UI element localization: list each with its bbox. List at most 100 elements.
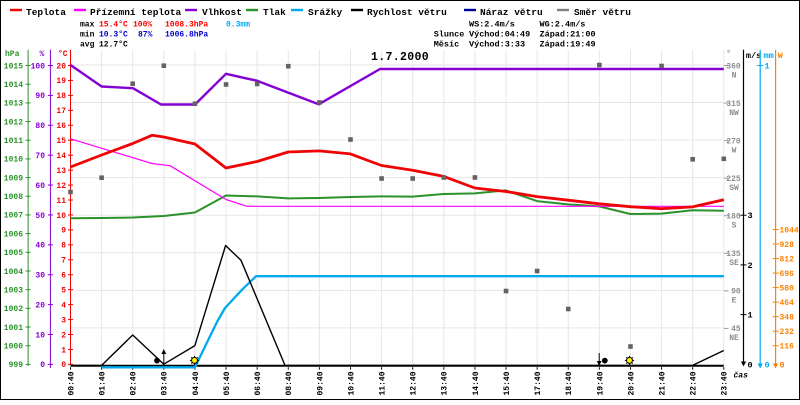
svg-text:270: 270 bbox=[726, 137, 741, 146]
svg-text:SW: SW bbox=[729, 184, 739, 193]
svg-text:1044: 1044 bbox=[780, 226, 799, 235]
svg-text:°: ° bbox=[726, 50, 731, 59]
svg-text:232: 232 bbox=[780, 328, 795, 337]
svg-text:23:40: 23:40 bbox=[721, 371, 730, 395]
svg-text:0.3mm: 0.3mm bbox=[226, 20, 250, 29]
svg-text:Měsíc: Měsíc bbox=[434, 39, 460, 49]
svg-text:avg: avg bbox=[80, 40, 95, 49]
svg-text:1008: 1008 bbox=[4, 193, 23, 202]
svg-text:m/s: m/s bbox=[746, 51, 761, 61]
svg-text:15:40: 15:40 bbox=[503, 371, 512, 395]
svg-text:Srážky: Srážky bbox=[308, 7, 343, 18]
svg-text:WG:2.4m/s: WG:2.4m/s bbox=[540, 19, 586, 29]
svg-text:1001: 1001 bbox=[4, 324, 23, 333]
svg-text:1000: 1000 bbox=[4, 343, 23, 352]
svg-text:16: 16 bbox=[56, 122, 66, 131]
svg-text:135: 135 bbox=[726, 250, 741, 259]
svg-text:14: 14 bbox=[56, 152, 66, 161]
svg-text:19:40: 19:40 bbox=[596, 371, 605, 395]
svg-text:06:40: 06:40 bbox=[254, 371, 263, 395]
svg-text:1006.8hPa: 1006.8hPa bbox=[165, 30, 208, 39]
svg-text:min: min bbox=[80, 30, 95, 39]
svg-text:0: 0 bbox=[61, 361, 66, 370]
svg-text:NW: NW bbox=[729, 109, 739, 118]
svg-text:Slunce: Slunce bbox=[434, 29, 465, 39]
svg-text:WS:2.4m/s: WS:2.4m/s bbox=[469, 19, 515, 29]
svg-text:SE: SE bbox=[729, 259, 739, 268]
svg-text:19: 19 bbox=[56, 77, 66, 86]
svg-text:Západ:19:49: Západ:19:49 bbox=[540, 39, 596, 49]
svg-text:20: 20 bbox=[35, 301, 45, 310]
svg-text:90: 90 bbox=[731, 288, 741, 297]
svg-text:Vlhkost: Vlhkost bbox=[202, 7, 242, 18]
svg-text:max: max bbox=[80, 20, 95, 29]
svg-text:1012: 1012 bbox=[4, 118, 23, 127]
svg-text:čas: čas bbox=[734, 371, 749, 380]
svg-text:464: 464 bbox=[780, 299, 795, 308]
svg-text:Východ:3:33: Východ:3:33 bbox=[469, 39, 525, 49]
svg-text:W: W bbox=[778, 51, 784, 61]
svg-text:10.3°C: 10.3°C bbox=[99, 30, 128, 39]
svg-text:21:40: 21:40 bbox=[658, 371, 667, 395]
svg-text:80: 80 bbox=[35, 122, 45, 131]
svg-text:580: 580 bbox=[780, 285, 795, 294]
svg-text:0: 0 bbox=[748, 360, 753, 370]
svg-text:Rychlost větru: Rychlost větru bbox=[367, 7, 447, 18]
svg-text:100: 100 bbox=[31, 62, 46, 71]
svg-text:05:40: 05:40 bbox=[223, 371, 232, 395]
svg-text:18: 18 bbox=[56, 92, 66, 101]
svg-text:08:40: 08:40 bbox=[285, 371, 294, 395]
svg-text:hPa: hPa bbox=[5, 50, 20, 59]
svg-text:13:40: 13:40 bbox=[441, 371, 450, 395]
svg-text:180: 180 bbox=[726, 213, 741, 222]
svg-text:Směr větru: Směr větru bbox=[574, 7, 631, 18]
svg-text:09:40: 09:40 bbox=[316, 371, 325, 395]
svg-text:S: S bbox=[732, 222, 737, 231]
svg-text:12:40: 12:40 bbox=[410, 371, 419, 395]
svg-text:10: 10 bbox=[56, 212, 66, 221]
svg-text:20: 20 bbox=[56, 62, 66, 71]
svg-text:11: 11 bbox=[56, 197, 66, 206]
svg-text:40: 40 bbox=[35, 242, 45, 251]
svg-text:928: 928 bbox=[780, 241, 795, 250]
svg-text:225: 225 bbox=[726, 175, 741, 184]
svg-text:116: 116 bbox=[780, 343, 795, 352]
svg-text:04:40: 04:40 bbox=[192, 371, 201, 395]
svg-text:87%: 87% bbox=[138, 30, 153, 39]
svg-text:00:40: 00:40 bbox=[67, 371, 76, 395]
svg-text:02:40: 02:40 bbox=[130, 371, 139, 395]
svg-text:Náraz větru: Náraz větru bbox=[480, 7, 543, 18]
svg-text:20:40: 20:40 bbox=[627, 371, 636, 395]
svg-text:1015: 1015 bbox=[4, 62, 23, 71]
svg-text:1: 1 bbox=[61, 346, 66, 355]
svg-text:13: 13 bbox=[56, 167, 66, 176]
svg-text:1.7.2000: 1.7.2000 bbox=[371, 51, 429, 64]
svg-text:1006: 1006 bbox=[4, 230, 23, 239]
svg-text:315: 315 bbox=[726, 100, 741, 109]
svg-text:1013: 1013 bbox=[4, 100, 23, 109]
svg-text:1004: 1004 bbox=[4, 268, 23, 277]
svg-text:10: 10 bbox=[35, 331, 45, 340]
svg-text:4: 4 bbox=[61, 301, 66, 310]
svg-text:90: 90 bbox=[35, 92, 45, 101]
svg-text:Přízemní teplota: Přízemní teplota bbox=[90, 7, 182, 18]
svg-text:22:40: 22:40 bbox=[690, 371, 699, 395]
svg-text:360: 360 bbox=[726, 62, 741, 71]
svg-text:Západ:21:00: Západ:21:00 bbox=[540, 29, 596, 39]
svg-text:03:40: 03:40 bbox=[161, 371, 170, 395]
svg-text:1007: 1007 bbox=[4, 212, 23, 221]
svg-text:10:40: 10:40 bbox=[347, 371, 356, 395]
svg-text:1005: 1005 bbox=[4, 249, 23, 258]
svg-text:50: 50 bbox=[35, 212, 45, 221]
svg-text:Tlak: Tlak bbox=[263, 7, 286, 18]
svg-text:12: 12 bbox=[56, 182, 66, 191]
svg-text:°C: °C bbox=[58, 50, 68, 59]
svg-text:1: 1 bbox=[765, 61, 770, 71]
svg-text:11:40: 11:40 bbox=[378, 371, 387, 395]
svg-text:2: 2 bbox=[61, 331, 66, 340]
svg-text:%: % bbox=[40, 50, 45, 59]
svg-text:812: 812 bbox=[780, 255, 795, 264]
svg-text:348: 348 bbox=[780, 314, 795, 323]
svg-text:999: 999 bbox=[9, 361, 24, 370]
svg-text:E: E bbox=[732, 297, 737, 306]
